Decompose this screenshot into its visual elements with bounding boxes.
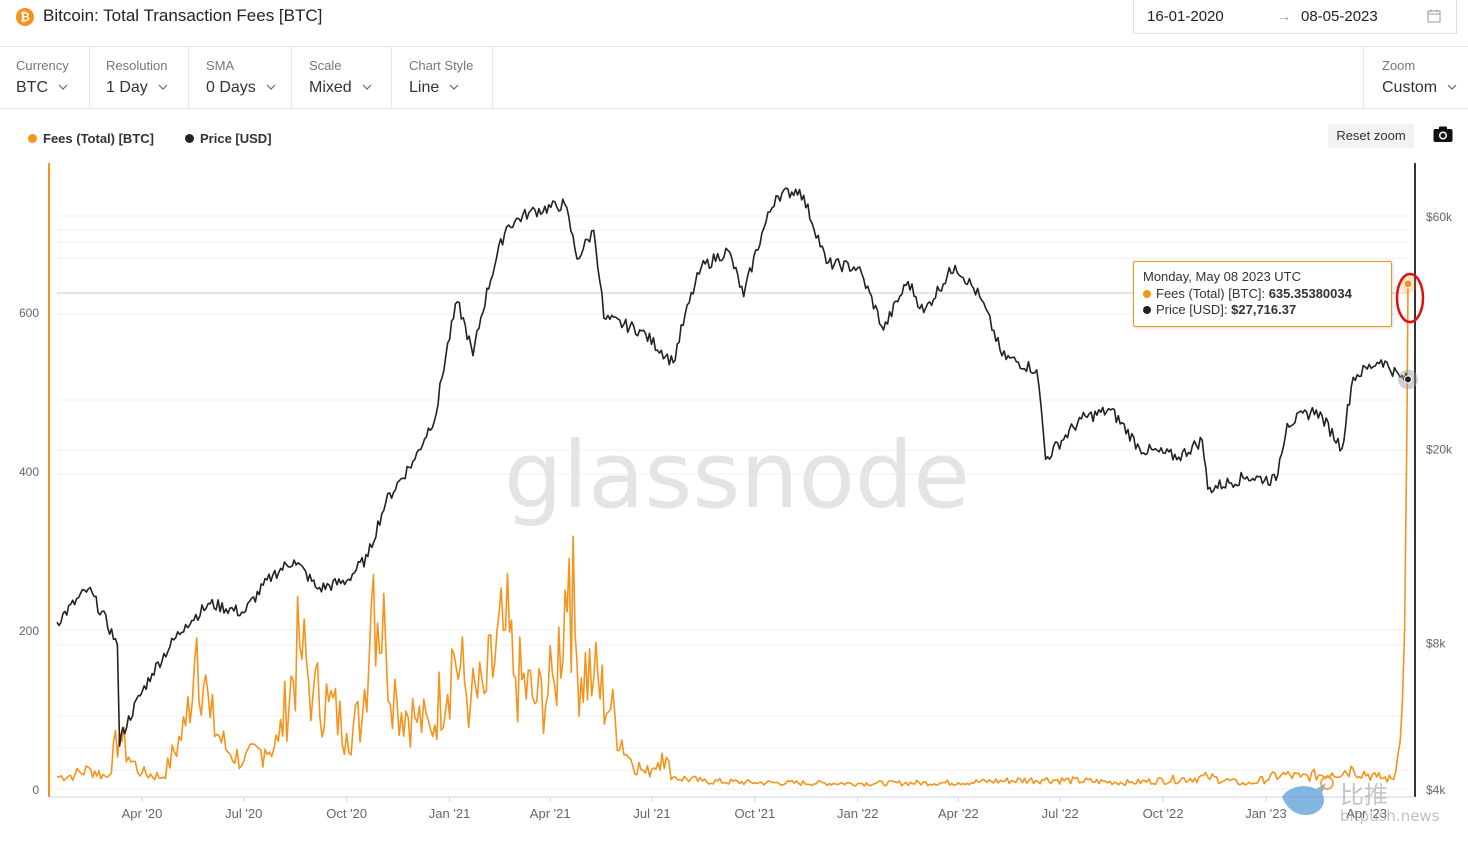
chevron-down-icon: [449, 84, 459, 90]
x-tick-label: Jan '23: [1245, 806, 1287, 821]
scale-value: Mixed: [309, 79, 352, 96]
chart-tooltip: Monday, May 08 2023 UTC Fees (Total) [BT…: [1133, 261, 1392, 327]
tooltip-fees-value: 635.35380034: [1268, 286, 1352, 301]
legend-item-price[interactable]: Price [USD]: [185, 131, 272, 146]
camera-icon[interactable]: [1433, 126, 1453, 143]
bitpush-text: 比推: [1340, 781, 1388, 809]
tooltip-fees-label: Fees (Total) [BTC]:: [1156, 286, 1266, 301]
tooltip-price-label: Price [USD]:: [1156, 302, 1228, 317]
left-tick-label: 0: [32, 783, 39, 797]
legend-label-price: Price [USD]: [200, 131, 272, 146]
right-tick-label: $4k: [1426, 783, 1446, 797]
zoom-label: Zoom: [1382, 58, 1416, 73]
x-tick-label: Oct '20: [326, 806, 367, 821]
bitpush-watermark: 比推 bitpush.news: [1282, 776, 1440, 825]
x-tick-label: Apr '23: [1346, 806, 1387, 821]
x-tick-label: Jul '22: [1042, 806, 1079, 821]
right-tick-label: $60k: [1426, 210, 1453, 224]
date-end-input[interactable]: 08-05-2023: [1301, 8, 1378, 25]
x-tick-label: Jul '21: [633, 806, 670, 821]
chart-style-select[interactable]: Chart Style Line: [391, 47, 493, 108]
date-range-picker[interactable]: 16-01-2020 → 08-05-2023: [1133, 0, 1457, 34]
currency-value: BTC: [16, 79, 48, 96]
resolution-select[interactable]: Resolution 1 Day: [89, 47, 189, 108]
x-tick-label: Jul '20: [225, 806, 262, 821]
scale-select[interactable]: Scale Mixed: [291, 47, 392, 108]
x-tick-label: Jan '21: [429, 806, 471, 821]
reset-zoom-button[interactable]: Reset zoom: [1328, 124, 1414, 148]
resolution-label: Resolution: [106, 58, 168, 73]
bitcoin-icon: ₿: [16, 8, 34, 26]
glassnode-watermark: glassnode: [504, 422, 970, 529]
left-tick-label: 600: [19, 306, 39, 320]
highlight-circle: [1395, 272, 1425, 324]
tooltip-price-value: $27,716.37: [1231, 302, 1297, 317]
coin-logo-icon: [1320, 776, 1334, 790]
legend-dot-fees: [28, 134, 37, 143]
chevron-down-icon: [266, 84, 276, 90]
header: ₿ Bitcoin: Total Transaction Fees [BTC] …: [0, 0, 1468, 47]
x-axis-ticks: Apr '20 Jul '20 Oct '20 Jan '21 Apr '21 Jul '…: [122, 797, 1387, 821]
tooltip-date: Monday, May 08 2023 UTC: [1143, 269, 1301, 284]
scale-label: Scale: [309, 58, 342, 73]
x-tick-label: Jan '22: [837, 806, 879, 821]
fees-hover-marker: [1403, 279, 1413, 289]
chevron-down-icon: [362, 84, 372, 90]
bitpush-domain: bitpush.news: [1340, 807, 1440, 825]
x-tick-label: Apr '20: [122, 806, 163, 821]
page-title: Bitcoin: Total Transaction Fees [BTC]: [43, 6, 323, 25]
currency-select[interactable]: Currency BTC: [0, 47, 90, 108]
x-tick-label: Apr '21: [530, 806, 571, 821]
left-axis-ticks: 0 200 400 600: [19, 306, 39, 797]
controls-bar: Currency BTC Resolution 1 Day SMA 0 Days…: [0, 47, 1468, 109]
price-series-line: [56, 187, 1409, 747]
x-tick-label: Oct '21: [734, 806, 775, 821]
chart-style-label: Chart Style: [409, 58, 474, 73]
right-tick-label: $20k: [1426, 442, 1453, 456]
right-tick-label: $8k: [1426, 636, 1446, 650]
sma-select[interactable]: SMA 0 Days: [188, 47, 292, 108]
tooltip-fees-dot: [1143, 290, 1151, 298]
chart-style-value: Line: [409, 79, 440, 96]
right-axis-ticks: $4k $8k $20k $60k: [1426, 210, 1453, 797]
price-hover-marker: [1404, 375, 1412, 384]
date-start-input[interactable]: 16-01-2020: [1147, 8, 1224, 25]
left-tick-label: 400: [19, 465, 39, 479]
calendar-icon[interactable]: [1427, 9, 1441, 23]
gridlines: [57, 215, 1408, 790]
x-tick-label: Oct '22: [1143, 806, 1184, 821]
sma-label: SMA: [206, 58, 235, 73]
resolution-value: 1 Day: [106, 79, 148, 96]
currency-label: Currency: [16, 58, 69, 73]
chevron-down-icon: [158, 84, 168, 90]
fees-series-line: [56, 283, 1409, 787]
legend-item-fees[interactable]: Fees (Total) [BTC]: [28, 131, 154, 146]
arrow-right-icon: →: [1277, 8, 1291, 24]
chevron-down-icon: [1447, 84, 1457, 90]
bird-logo-icon: [1282, 783, 1326, 815]
sma-value: 0 Days: [206, 79, 256, 96]
zoom-select[interactable]: Zoom Custom: [1363, 47, 1468, 108]
left-tick-label: 200: [19, 624, 39, 638]
x-tick-label: Apr '22: [938, 806, 979, 821]
legend-label-fees: Fees (Total) [BTC]: [43, 131, 154, 146]
chevron-down-icon: [58, 84, 68, 90]
legend-dot-price: [185, 134, 194, 143]
tooltip-price-dot: [1143, 306, 1151, 314]
zoom-value: Custom: [1382, 79, 1438, 96]
